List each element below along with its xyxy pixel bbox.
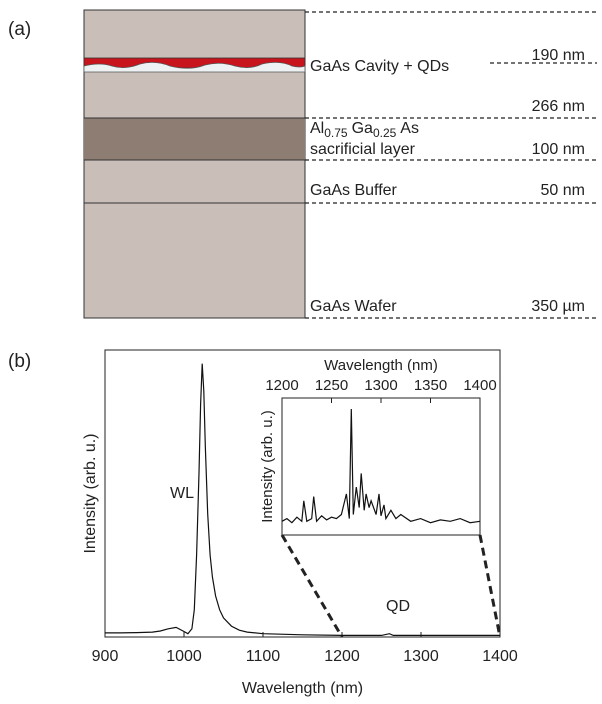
zoom-line: [478, 534, 502, 638]
subscript: 0.75: [324, 126, 348, 140]
x-tick-label: 1400: [482, 648, 518, 665]
panel-label: (b): [8, 351, 31, 372]
layer-name: sacrificial layer: [310, 141, 416, 158]
x-tick-label: 1300: [364, 377, 397, 394]
subscript: 0.25: [373, 126, 397, 140]
layer-name: GaAs Cavity + QDs: [310, 58, 449, 75]
y-axis-label: Intensity (arb. u.): [82, 433, 99, 553]
text-part: Ga: [352, 120, 373, 137]
plot-frame: [104, 349, 501, 638]
layer-name: GaAs Buffer: [310, 182, 398, 199]
x-tick-label: 1400: [463, 377, 496, 394]
layer-name: GaAs Wafer: [310, 298, 397, 315]
text-part: As: [400, 120, 419, 137]
spectrum-line: [281, 408, 481, 524]
x-tick-label: 1200: [265, 377, 298, 394]
x-tick-label: 1300: [403, 648, 439, 665]
layer-thickness: 50 nm: [541, 182, 585, 199]
annotation: QD: [386, 598, 410, 615]
x-tick-label: 1000: [166, 648, 202, 665]
x-tick-label: 1200: [324, 648, 360, 665]
panel-label: (a): [8, 19, 31, 40]
annotation: WL: [170, 485, 194, 502]
layer-thickness: 266 nm: [532, 98, 585, 115]
layer-thickness: 350 µm: [531, 298, 585, 315]
spectrum-line: [105, 363, 500, 636]
zoom-line: [280, 534, 344, 638]
layer-thickness: 100 nm: [532, 141, 585, 158]
x-tick-label: 1350: [414, 377, 447, 394]
x-tick-label: 1100: [246, 648, 281, 665]
text-part: Al: [310, 120, 324, 137]
layer-thickness: 190 nm: [532, 47, 585, 64]
x-tick-label: 900: [92, 648, 119, 665]
y-axis-label: Intensity (arb. u.): [259, 410, 276, 523]
x-tick-label: 1250: [315, 377, 348, 394]
layer-stack: [83, 9, 306, 319]
x-axis-label: Wavelength (nm): [324, 357, 438, 374]
x-axis-label: Wavelength (nm): [242, 680, 363, 697]
layer-name: Al0.75 Ga0.25 As: [310, 120, 419, 140]
